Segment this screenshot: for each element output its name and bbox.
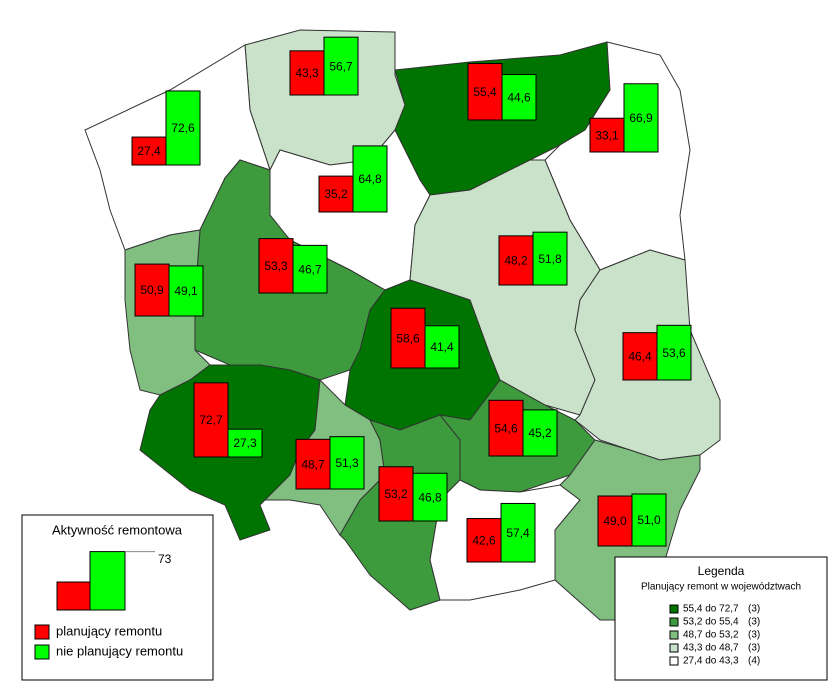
bar (295, 438, 331, 490)
value-label: 46,7 (298, 262, 322, 276)
class-legend-title: Legenda (698, 564, 745, 578)
legend-swatch (34, 644, 50, 660)
legend-count: (4) (748, 656, 760, 667)
bar (623, 83, 659, 153)
legend-label: 27,4 do 43,3 (683, 656, 739, 667)
bar (656, 324, 692, 381)
bar (258, 238, 294, 294)
class-legend-box (614, 556, 828, 681)
value-label: 41,4 (430, 340, 454, 354)
bar (631, 493, 667, 547)
value-label: 49,0 (603, 514, 627, 528)
legend-label: 48,7 do 53,2 (683, 630, 739, 641)
value-label: 72,6 (171, 121, 195, 135)
value-label: 51,8 (538, 252, 562, 266)
legend-label: 43,3 do 48,7 (683, 643, 739, 654)
value-label: 50,9 (140, 283, 164, 297)
value-label: 43,3 (295, 66, 319, 80)
value-label: 53,3 (264, 259, 288, 273)
legend-swatch (669, 604, 679, 614)
value-label: 44,6 (507, 90, 531, 104)
bar (501, 74, 537, 121)
value-label: 27,4 (137, 144, 161, 158)
activity-legend-title: Aktywność remontowa (52, 522, 183, 537)
value-label: 58,6 (396, 331, 420, 345)
value-label: 33,1 (595, 128, 619, 142)
value-label: 55,4 (473, 85, 497, 99)
value-label: 51,0 (637, 513, 661, 527)
bar (292, 244, 328, 294)
legend-swatch (669, 656, 679, 666)
bar (424, 325, 460, 369)
bar (134, 263, 170, 317)
legend-label: planujący remontu (56, 623, 162, 638)
bar (168, 265, 204, 317)
value-label: 35,2 (324, 187, 348, 201)
value-label: 46,8 (418, 490, 442, 504)
bar (329, 436, 365, 490)
bar (622, 332, 658, 381)
value-label: 27,3 (233, 436, 257, 450)
bar (467, 62, 503, 121)
value-label: 48,7 (301, 457, 325, 471)
bar (412, 472, 448, 522)
bar (227, 428, 263, 458)
value-label: 66,9 (629, 111, 653, 125)
legend-bar (89, 551, 126, 611)
legend-count: (3) (748, 604, 760, 615)
legend-count: (3) (748, 643, 760, 654)
bar (466, 518, 502, 563)
bar (352, 145, 388, 213)
value-label: 48,2 (504, 254, 528, 268)
bars: 43,3 56,7 27,4 72,6 55,4 44,6 33,1 66,9 35,2 64,8… (131, 36, 692, 563)
bar (597, 495, 633, 547)
legend-bar (56, 581, 91, 611)
bar (498, 235, 534, 286)
legend-swatch (669, 643, 679, 653)
legend-items: 73 planujący remontu nie planujący remontu… (34, 551, 760, 667)
bar (378, 466, 414, 522)
legend-swatch (669, 630, 679, 640)
class-legend-subtitle: Planujący remont w województwach (641, 582, 801, 593)
bar (289, 50, 325, 96)
bar (500, 502, 536, 563)
value-label: 45,2 (528, 426, 552, 440)
value-label: 51,3 (335, 456, 359, 470)
bar (522, 409, 558, 457)
bar (193, 382, 229, 458)
legend-swatch (34, 624, 50, 640)
bar (131, 136, 167, 166)
value-label: 46,4 (628, 350, 652, 364)
value-label: 57,4 (506, 526, 530, 540)
value-label: 42,6 (472, 533, 496, 547)
legend-label: 53,2 do 55,4 (683, 617, 739, 628)
value-label: 53,2 (384, 487, 408, 501)
legend-swatch (669, 617, 679, 627)
bar (532, 231, 568, 286)
value-label: 53,6 (662, 346, 686, 360)
value-label: 49,1 (174, 284, 198, 298)
bar (165, 90, 201, 166)
value-label: 72,7 (199, 413, 223, 427)
bar (323, 36, 359, 96)
scale-label: 73 (158, 552, 172, 566)
legend-count: (3) (748, 630, 760, 641)
legend-label: 55,4 do 72,7 (683, 604, 739, 615)
value-label: 64,8 (358, 172, 382, 186)
value-label: 56,7 (329, 59, 353, 73)
legend-count: (3) (748, 617, 760, 628)
value-label: 54,6 (494, 421, 518, 435)
legend-label: nie planujący remontu (56, 643, 183, 658)
